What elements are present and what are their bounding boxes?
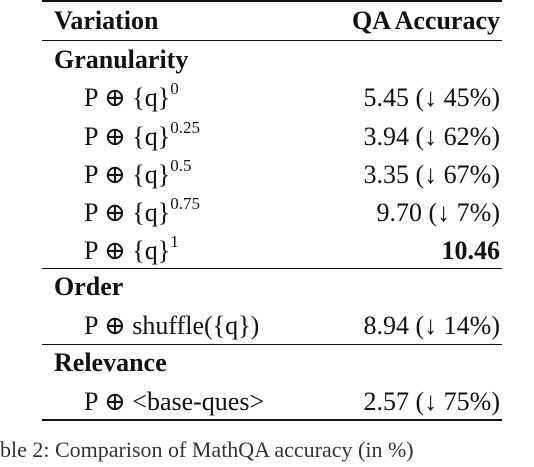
section-title: Relevance bbox=[54, 348, 167, 377]
table-row: P ⊕ <base-ques> 2.57 (↓ 75%) bbox=[42, 383, 502, 421]
table-row: P ⊕ shuffle({q}) 8.94 (↓ 14%) bbox=[42, 307, 502, 345]
section-order: Order bbox=[42, 268, 502, 306]
section-rule bbox=[42, 344, 502, 346]
header-metric: QA Accuracy bbox=[351, 6, 500, 35]
bottom-rule bbox=[42, 419, 502, 421]
table-row: P ⊕ {q}0.5 3.35 (↓ 67%) bbox=[42, 156, 502, 194]
header-rule bbox=[42, 40, 502, 42]
table-row: P ⊕ {q}0.25 3.94 (↓ 62%) bbox=[42, 118, 502, 156]
row-value: 9.70 (↓ 7%) bbox=[376, 198, 500, 227]
section-granularity: Granularity bbox=[42, 41, 502, 79]
top-rule bbox=[42, 0, 502, 2]
header-row: Variation QA Accuracy bbox=[42, 2, 502, 40]
row-label: P ⊕ {q}0.5 bbox=[84, 156, 192, 189]
table-row: P ⊕ {q}0 5.45 (↓ 45%) bbox=[42, 79, 502, 117]
row-label: P ⊕ {q}0.25 bbox=[84, 118, 200, 151]
row-value: 5.45 (↓ 45%) bbox=[363, 83, 500, 112]
section-relevance: Relevance bbox=[42, 344, 502, 382]
table-caption: ble 2: Comparison of MathQA accuracy (in… bbox=[0, 437, 414, 462]
section-title: Order bbox=[54, 272, 124, 301]
row-label: P ⊕ {q}1 bbox=[84, 232, 179, 265]
row-value: 8.94 (↓ 14%) bbox=[363, 311, 500, 340]
row-label: P ⊕ {q}0 bbox=[84, 79, 179, 112]
row-value-best: 10.46 bbox=[441, 236, 501, 265]
table-row: P ⊕ {q}0.75 9.70 (↓ 7%) bbox=[42, 194, 502, 232]
row-value: 3.35 (↓ 67%) bbox=[363, 160, 500, 189]
header-variation: Variation bbox=[54, 6, 159, 35]
row-value: 3.94 (↓ 62%) bbox=[363, 122, 500, 151]
row-value: 2.57 (↓ 75%) bbox=[363, 387, 500, 416]
section-rule bbox=[42, 268, 502, 270]
row-label: P ⊕ {q}0.75 bbox=[84, 194, 200, 227]
row-label: P ⊕ shuffle({q}) bbox=[84, 311, 260, 340]
row-label: P ⊕ <base-ques> bbox=[84, 387, 265, 416]
table-row: P ⊕ {q}1 10.46 bbox=[42, 232, 502, 270]
section-title: Granularity bbox=[54, 45, 189, 74]
